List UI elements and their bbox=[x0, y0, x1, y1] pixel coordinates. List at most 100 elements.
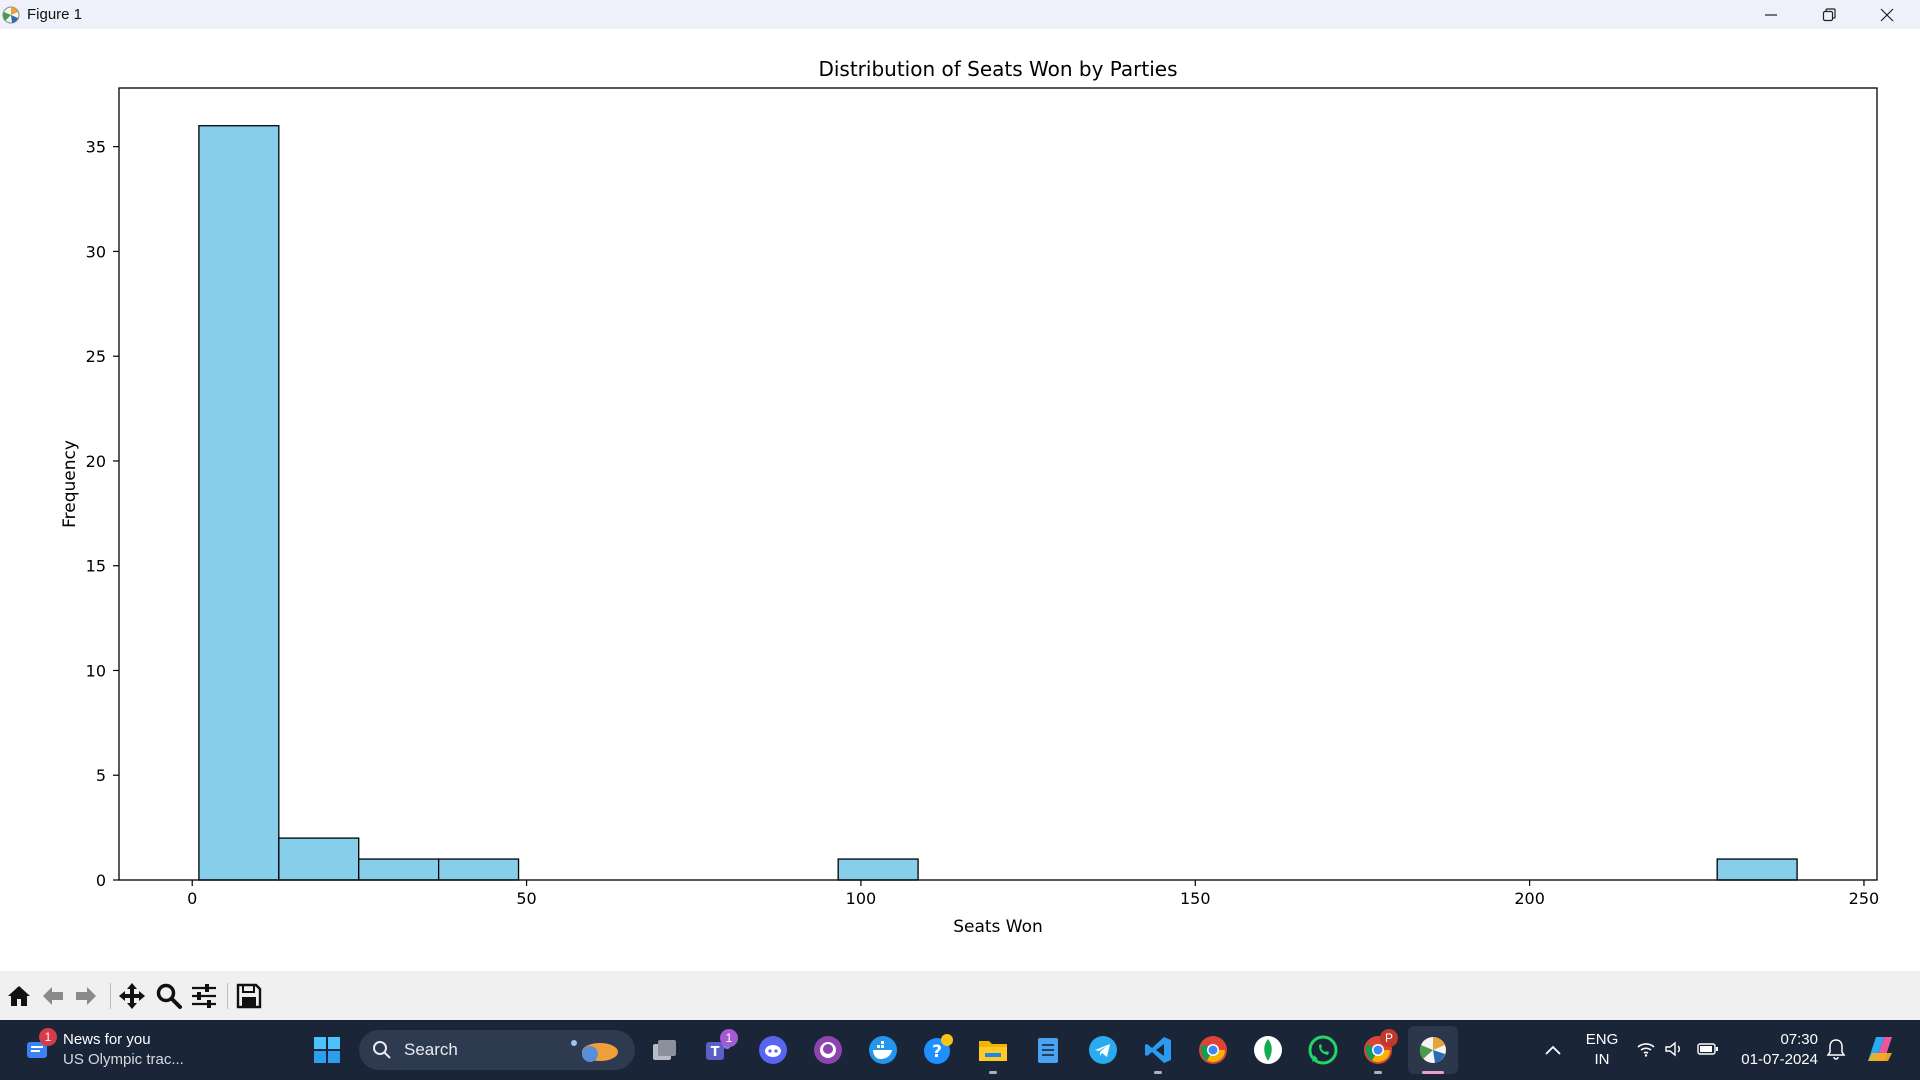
taskbar-task-view[interactable] bbox=[646, 1032, 682, 1068]
y-axis-label: Frequency bbox=[60, 440, 80, 528]
search-label: Search bbox=[404, 1040, 458, 1059]
histogram-chart: 0 50 100 150 200 250 0 5 10 15 20 25 30 35 Distribut… bbox=[60, 57, 1879, 937]
pan-button[interactable] bbox=[117, 981, 147, 1011]
battery-icon[interactable] bbox=[1697, 1042, 1719, 1056]
y-tick-label: 0 bbox=[96, 871, 106, 890]
x-tick-label: 50 bbox=[516, 889, 536, 908]
taskbar-notepad[interactable] bbox=[1030, 1032, 1066, 1068]
wifi-icon[interactable] bbox=[1636, 1041, 1656, 1057]
configure-subplots-button[interactable] bbox=[189, 981, 219, 1011]
taskbar-telegram[interactable] bbox=[1085, 1032, 1121, 1068]
toolbar-separator bbox=[227, 983, 228, 1009]
restore-button[interactable] bbox=[1800, 0, 1858, 29]
window-titlebar: Figure 1 bbox=[0, 0, 1920, 29]
chrome-icon bbox=[1199, 1036, 1227, 1064]
matplotlib-taskbar-icon bbox=[1419, 1037, 1446, 1063]
y-tick-label: 25 bbox=[86, 347, 106, 366]
x-axis-label: Seats Won bbox=[953, 917, 1043, 937]
clock-time[interactable]: 07:30 bbox=[1780, 1031, 1818, 1048]
home-button[interactable] bbox=[4, 981, 34, 1011]
x-tick-label: 0 bbox=[187, 889, 197, 908]
discord-icon bbox=[759, 1036, 787, 1064]
taskbar-docker[interactable] bbox=[865, 1032, 901, 1068]
y-tick-label: 5 bbox=[96, 766, 106, 785]
weather-news-icon bbox=[27, 1042, 47, 1058]
configure-icon bbox=[192, 984, 216, 1008]
taskbar-mongodb[interactable] bbox=[1250, 1032, 1286, 1068]
task-view-icon bbox=[653, 1040, 676, 1060]
teams-badge: 1 bbox=[720, 1029, 738, 1047]
figure-canvas[interactable] bbox=[0, 29, 1920, 971]
notepad-icon bbox=[1038, 1038, 1058, 1063]
show-hidden-icons-button[interactable] bbox=[1535, 1032, 1571, 1068]
chevron-up-icon bbox=[1545, 1045, 1561, 1055]
axes-frame bbox=[118, 87, 1878, 881]
news-title: News for you bbox=[63, 1031, 151, 1048]
volume-icon[interactable] bbox=[1664, 1041, 1684, 1057]
minimize-icon bbox=[1765, 13, 1777, 16]
forward-icon bbox=[76, 987, 96, 1005]
chart-title: Distribution of Seats Won by Parties bbox=[818, 57, 1177, 81]
region-indicator: IN bbox=[1594, 1051, 1610, 1068]
y-tick-label: 10 bbox=[86, 661, 106, 680]
x-tick-label: 200 bbox=[1514, 889, 1545, 908]
toolbar-separator bbox=[110, 983, 111, 1009]
close-button[interactable] bbox=[1858, 0, 1916, 29]
zoom-button[interactable] bbox=[154, 981, 184, 1011]
taskbar-get-help[interactable]: ? bbox=[920, 1032, 956, 1068]
zoom-icon bbox=[156, 983, 182, 1009]
news-widget-button[interactable] bbox=[20, 1032, 56, 1068]
pan-icon bbox=[119, 983, 145, 1009]
histogram-bar bbox=[198, 125, 280, 881]
running-indicator bbox=[1374, 1071, 1382, 1074]
matplotlib-app-icon bbox=[2, 6, 20, 24]
whatsapp-icon bbox=[1308, 1035, 1338, 1065]
histogram-bar bbox=[358, 858, 440, 881]
y-tick-label: 20 bbox=[86, 452, 106, 471]
running-indicator bbox=[1154, 1071, 1162, 1074]
close-icon bbox=[1880, 8, 1894, 21]
search-icon bbox=[373, 1041, 391, 1059]
language-indicator[interactable]: ENG bbox=[1585, 1031, 1619, 1048]
taskbar-whatsapp[interactable] bbox=[1305, 1032, 1341, 1068]
windows-start-icon bbox=[314, 1037, 340, 1063]
taskbar-vscode[interactable] bbox=[1140, 1032, 1176, 1068]
svg-text:?: ? bbox=[932, 1042, 942, 1062]
y-tick-label: 30 bbox=[86, 242, 106, 261]
taskbar-github[interactable] bbox=[810, 1032, 846, 1068]
taskbar-discord[interactable] bbox=[755, 1032, 791, 1068]
github-icon bbox=[814, 1036, 842, 1064]
back-button[interactable] bbox=[38, 981, 68, 1011]
copilot-icon[interactable] bbox=[1862, 1033, 1898, 1067]
forward-button[interactable] bbox=[71, 981, 101, 1011]
x-tick-label: 150 bbox=[1180, 889, 1211, 908]
taskbar-python-figure[interactable] bbox=[1415, 1032, 1451, 1068]
telegram-icon bbox=[1089, 1036, 1117, 1064]
y-tick-label: 15 bbox=[86, 557, 106, 576]
news-badge: 1 bbox=[39, 1028, 57, 1046]
chrome-profile-badge: P bbox=[1380, 1029, 1398, 1047]
window-title: Figure 1 bbox=[27, 6, 83, 23]
notification-bell-icon[interactable] bbox=[1826, 1038, 1846, 1060]
svg-text:T: T bbox=[711, 1045, 720, 1060]
navigation-toolbar bbox=[0, 971, 1920, 1020]
y-tick-label: 35 bbox=[86, 138, 106, 157]
taskbar: 1 News for you US Olympic trac... Search… bbox=[0, 1020, 1920, 1080]
save-button[interactable] bbox=[234, 981, 264, 1011]
folder-icon bbox=[979, 1041, 1007, 1061]
news-subtitle: US Olympic trac... bbox=[63, 1051, 184, 1068]
active-indicator bbox=[1422, 1071, 1444, 1074]
back-icon bbox=[43, 987, 63, 1005]
minimize-button[interactable] bbox=[1742, 0, 1800, 29]
clock-date: 01-07-2024 bbox=[1741, 1051, 1818, 1068]
taskbar-file-explorer[interactable] bbox=[975, 1032, 1011, 1068]
home-icon bbox=[8, 986, 30, 1006]
running-indicator bbox=[989, 1071, 997, 1074]
histogram-bar bbox=[278, 837, 360, 881]
help-icon: ? bbox=[924, 1034, 953, 1064]
start-button[interactable] bbox=[309, 1032, 345, 1068]
mongodb-icon bbox=[1254, 1036, 1282, 1064]
taskbar-chrome[interactable] bbox=[1195, 1032, 1231, 1068]
histogram-bar bbox=[1716, 858, 1798, 881]
vscode-icon bbox=[1145, 1037, 1171, 1063]
